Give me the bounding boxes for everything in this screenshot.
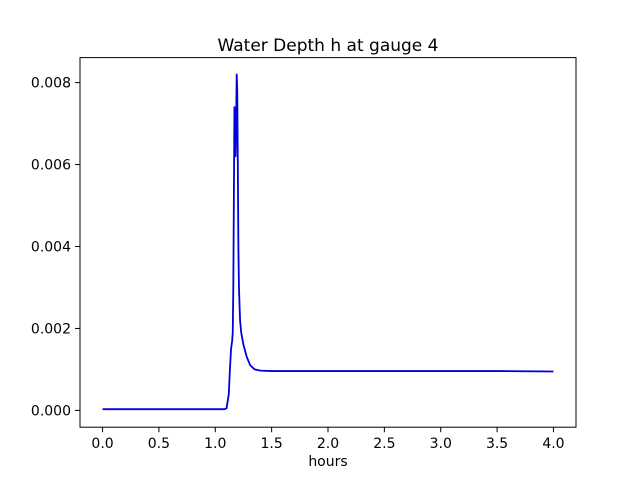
- x-tick-label: 3.5: [486, 436, 508, 452]
- y-tick-label: 0.000: [31, 403, 71, 419]
- x-axis-label: hours: [308, 454, 347, 470]
- series-line-water-depth: [102, 73, 554, 411]
- chart-title: Water Depth h at gauge 4: [218, 36, 439, 56]
- plot-area: [80, 57, 576, 428]
- y-tick-label: 0.006: [31, 158, 71, 174]
- y-tick-label: 0.008: [31, 76, 71, 92]
- x-tick-label: 3.0: [430, 436, 452, 452]
- y-tick-label: 0.004: [31, 239, 71, 255]
- x-tick-label: 4.0: [542, 436, 564, 452]
- y-axis-ticks: 0.000 0.002 0.004 0.006 0.008: [31, 76, 80, 419]
- x-tick-label: 2.5: [373, 436, 395, 452]
- x-tick-label: 1.5: [261, 436, 283, 452]
- x-tick-label: 0.5: [148, 436, 170, 452]
- y-tick-label: 0.002: [31, 321, 71, 337]
- x-tick-label: 2.0: [317, 436, 339, 452]
- x-tick-label: 0.0: [91, 436, 113, 452]
- x-axis-ticks: 0.0 0.5 1.0 1.5 2.0 2.5 3.0 3.5 4.0: [91, 427, 565, 452]
- x-tick-label: 1.0: [204, 436, 226, 452]
